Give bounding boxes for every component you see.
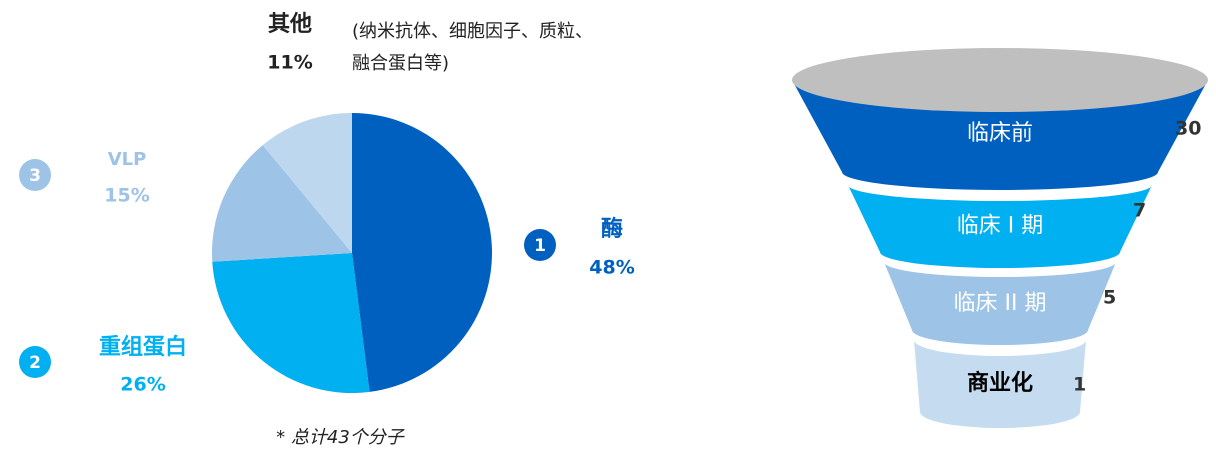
value-label: 7: [1133, 200, 1146, 222]
stage-label: 商业化: [967, 370, 1033, 396]
value-label: 11%: [267, 52, 312, 74]
funnel-segment: [914, 340, 1086, 428]
value-dot: [1150, 121, 1164, 135]
funnel-segment: [848, 185, 1152, 268]
funnel-top: [792, 48, 1208, 112]
value-label: 26%: [120, 374, 165, 396]
stage-label: 临床 II 期: [954, 291, 1047, 316]
pie-slice: [262, 113, 352, 253]
footnote: * 总计43个分子: [276, 427, 406, 448]
pie-slice: [352, 113, 493, 392]
category-label: 其他: [268, 12, 312, 37]
note: 融合蛋白等): [352, 53, 449, 74]
badge-label: 3: [29, 166, 41, 186]
value-label: 5: [1103, 287, 1116, 309]
funnel-segment: [884, 262, 1116, 345]
badge-label: 2: [29, 353, 41, 373]
badge-label: 1: [534, 236, 546, 256]
stage-label: 临床前: [967, 121, 1033, 146]
value-label: 15%: [104, 185, 149, 207]
value-label: 1: [1073, 374, 1086, 396]
value-dot: [1048, 377, 1062, 391]
badge: [19, 159, 51, 191]
badge: [19, 346, 51, 378]
category-label: VLP: [108, 149, 147, 170]
pie-slice: [212, 253, 370, 393]
stage-label: 临床 I 期: [957, 214, 1043, 239]
value-label: 48%: [589, 257, 634, 279]
badge: [524, 229, 556, 261]
category-label: 酶: [601, 217, 623, 242]
category-label: 重组蛋白: [99, 334, 187, 360]
value-dot: [1078, 290, 1092, 304]
value-dot: [1108, 203, 1122, 217]
value-label: 30: [1175, 118, 1201, 140]
pie-slice: [212, 145, 352, 262]
note: (纳米抗体、细胞因子、质粒、: [352, 21, 593, 42]
